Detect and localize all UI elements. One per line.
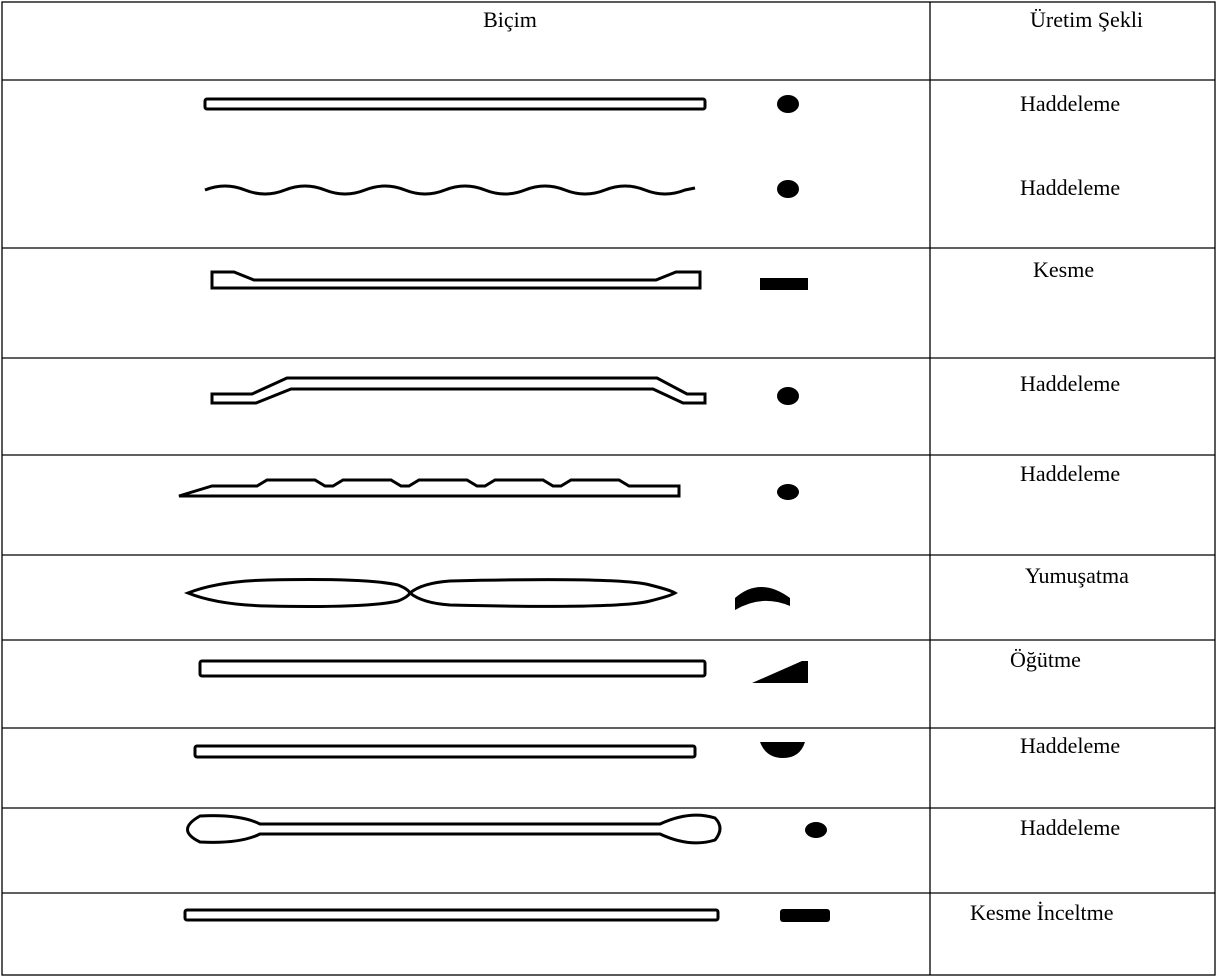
section-icon [777,484,799,500]
header-cell: Biçim [483,7,537,32]
section-icon [760,278,808,290]
section-icon [735,587,790,610]
wire-shape [188,815,721,843]
method-label: Öğütme [1010,647,1081,672]
section-icon [780,909,830,922]
wire-shape [212,272,700,288]
page: {"table": {"header": ["Biçim", "Üretim Ş… [0,0,1217,977]
method-label: Haddeleme [1020,815,1120,840]
section-icon [777,95,799,113]
method-label: Kesme [1033,257,1094,282]
wire-shape [195,746,695,757]
method-label: Haddeleme [1020,461,1120,486]
shape-drawings [179,95,830,922]
wire-shape [200,661,705,676]
wire-shape [179,480,679,496]
method-label: Haddeleme [1020,371,1120,396]
wire-shape [205,99,705,109]
wire-shape [185,910,718,920]
section-icon [777,387,799,405]
table: Biçim Üretim Şekli Haddeleme Haddeleme K… [0,0,1217,977]
wire-shape [188,580,410,607]
method-label: Kesme İnceltme [970,900,1114,925]
section-icon [752,661,808,683]
method-label: Yumuşatma [1025,563,1129,588]
wire-shape [212,378,705,403]
section-icon [805,822,827,838]
wire-shape [205,186,695,194]
wire-shape [410,580,675,607]
header-cell: Üretim Şekli [1030,7,1143,32]
method-label: Haddeleme [1020,733,1120,758]
method-label: Haddeleme [1020,91,1120,116]
section-icon [760,742,805,758]
section-icon [777,180,799,198]
method-label: Haddeleme [1020,175,1120,200]
